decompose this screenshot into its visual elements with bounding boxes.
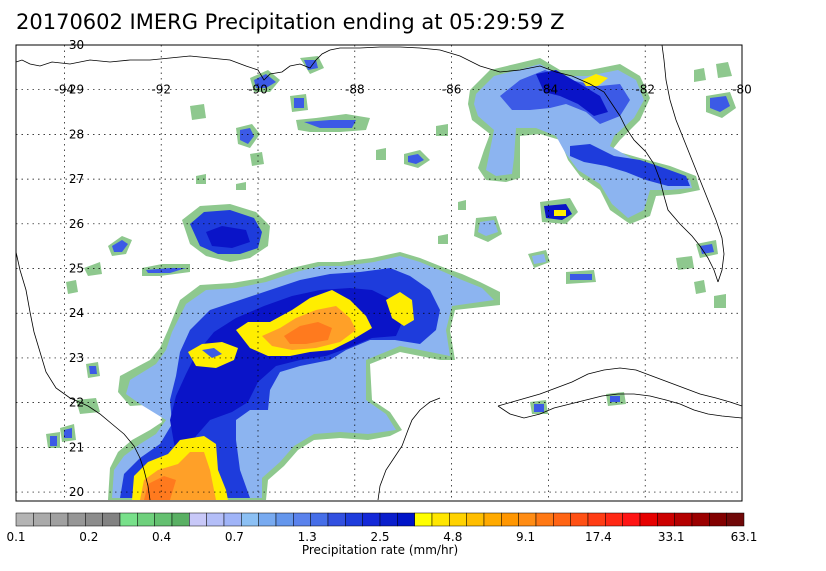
- latitude-label: 20: [69, 485, 84, 499]
- colorbar-cell: [501, 512, 519, 527]
- colorbar-tick-label: 4.8: [443, 530, 462, 544]
- precip-area-west-blue-spot: [202, 348, 222, 358]
- latitude-label: 21: [69, 440, 84, 454]
- colorbar-cells: [15, 512, 745, 527]
- precip-area-florida-east: [570, 144, 690, 186]
- colorbar-tick-label: 0.1: [6, 530, 25, 544]
- precip-area-east-yellow: [386, 292, 414, 326]
- colorbar-cell: [362, 512, 381, 527]
- colorbar-cell: [466, 512, 485, 527]
- coast-texas-louisiana: [16, 49, 331, 81]
- latitude-label: 25: [69, 262, 84, 276]
- latitude-labels: 30 29 28 27 26 25 24 23 22 21 20: [69, 38, 84, 499]
- longitude-label: -82: [635, 83, 655, 97]
- precip-area-core-darkorange: [284, 322, 332, 344]
- colorbar-cell: [431, 512, 450, 527]
- longitude-label: -92: [151, 83, 171, 97]
- colorbar-cell: [189, 512, 207, 527]
- colorbar-tick-label: 0.4: [152, 530, 171, 544]
- colorbar-tick-label: 0.2: [79, 530, 98, 544]
- latitude-label: 30: [69, 38, 84, 52]
- colorbar-cell: [414, 512, 433, 527]
- colorbar-tick-label: 17.4: [585, 530, 612, 544]
- precip-area-south-darkorange: [144, 476, 176, 500]
- longitude-label: -86: [442, 83, 462, 97]
- colorbar-cell: [137, 512, 155, 527]
- coast-yucatan: [377, 397, 441, 501]
- colorbar-cell: [587, 512, 606, 527]
- coast-mexico: [16, 251, 151, 501]
- colorbar-tick-label: 33.1: [658, 530, 685, 544]
- colorbar-cell: [345, 512, 363, 527]
- colorbar-cell: [310, 512, 329, 527]
- colorbar-cell: [85, 512, 103, 527]
- latitude-label: 24: [69, 306, 84, 320]
- colorbar-cell: [518, 512, 537, 527]
- colorbar-cell: [223, 512, 242, 527]
- precip-small-cells: [46, 56, 736, 448]
- colorbar-cell: [397, 512, 415, 527]
- colorbar-cell: [50, 512, 69, 527]
- latitude-label: 22: [69, 396, 84, 410]
- colorbar-cell: [206, 512, 225, 527]
- colorbar-cell: [622, 512, 641, 527]
- colorbar-ticks: 0.1 0.2 0.4 0.7 1.3 2.5 4.8 9.1 17.4 33.1 63.1: [6, 530, 757, 544]
- colorbar-cell: [33, 512, 51, 527]
- latitude-label: 29: [69, 83, 84, 97]
- colorbar-cell: [241, 512, 259, 527]
- map-frame: [15, 44, 743, 502]
- longitude-label: -84: [539, 83, 559, 97]
- colorbar-tick-label: 0.7: [225, 530, 244, 544]
- longitude-label: -94: [55, 83, 75, 97]
- colorbar-cell: [605, 512, 623, 527]
- latitude-label: 27: [69, 172, 84, 186]
- map-title: 20170602 IMERG Precipitation ending at 0…: [16, 10, 565, 34]
- coastlines: [16, 45, 742, 501]
- longitude-label: -80: [732, 83, 752, 97]
- latitude-label: 28: [69, 127, 84, 141]
- colorbar-cell: [15, 512, 34, 527]
- longitude-label: -90: [248, 83, 268, 97]
- colorbar-cell: [691, 512, 710, 527]
- colorbar-cell: [379, 512, 398, 527]
- latitude-label: 26: [69, 217, 84, 231]
- colorbar-cell: [570, 512, 589, 527]
- colorbar-cell: [258, 512, 277, 527]
- coast-mississippi-alabama: [329, 46, 719, 283]
- colorbar-cell: [154, 512, 173, 527]
- colorbar-cell: [483, 512, 502, 527]
- coast-florida-east: [661, 45, 725, 283]
- colorbar-cell: [275, 512, 294, 527]
- colorbar-cell: [67, 512, 86, 527]
- colorbar-cell: [119, 512, 138, 527]
- colorbar-cell: [657, 512, 675, 527]
- colorbar-cell: [709, 512, 727, 527]
- colorbar-cell: [171, 512, 190, 527]
- longitude-label: -88: [345, 83, 365, 97]
- colorbar-label: Precipitation rate (mm/hr): [302, 543, 458, 557]
- colorbar-tick-label: 9.1: [516, 530, 535, 544]
- longitude-labels: -94 -92 -90 -88 -86 -84 -82 -80: [55, 83, 752, 97]
- colorbar-cell: [553, 512, 571, 527]
- precipitation-field: [46, 56, 736, 500]
- colorbar-cell: [293, 512, 311, 527]
- colorbar-cell: [726, 512, 745, 527]
- coast-cuba: [497, 367, 742, 419]
- colorbar-cell: [535, 512, 554, 527]
- colorbar-cell: [327, 512, 346, 527]
- latitude-label: 23: [69, 351, 84, 365]
- colorbar-tick-label: 1.3: [298, 530, 317, 544]
- colorbar-cell: [102, 512, 121, 527]
- colorbar-tick-label: 63.1: [731, 530, 758, 544]
- precip-area-florida-navy: [536, 70, 608, 116]
- colorbar-tick-label: 2.5: [370, 530, 389, 544]
- colorbar-cell: [674, 512, 693, 527]
- colorbar-cell: [639, 512, 658, 527]
- colorbar-cell: [449, 512, 467, 527]
